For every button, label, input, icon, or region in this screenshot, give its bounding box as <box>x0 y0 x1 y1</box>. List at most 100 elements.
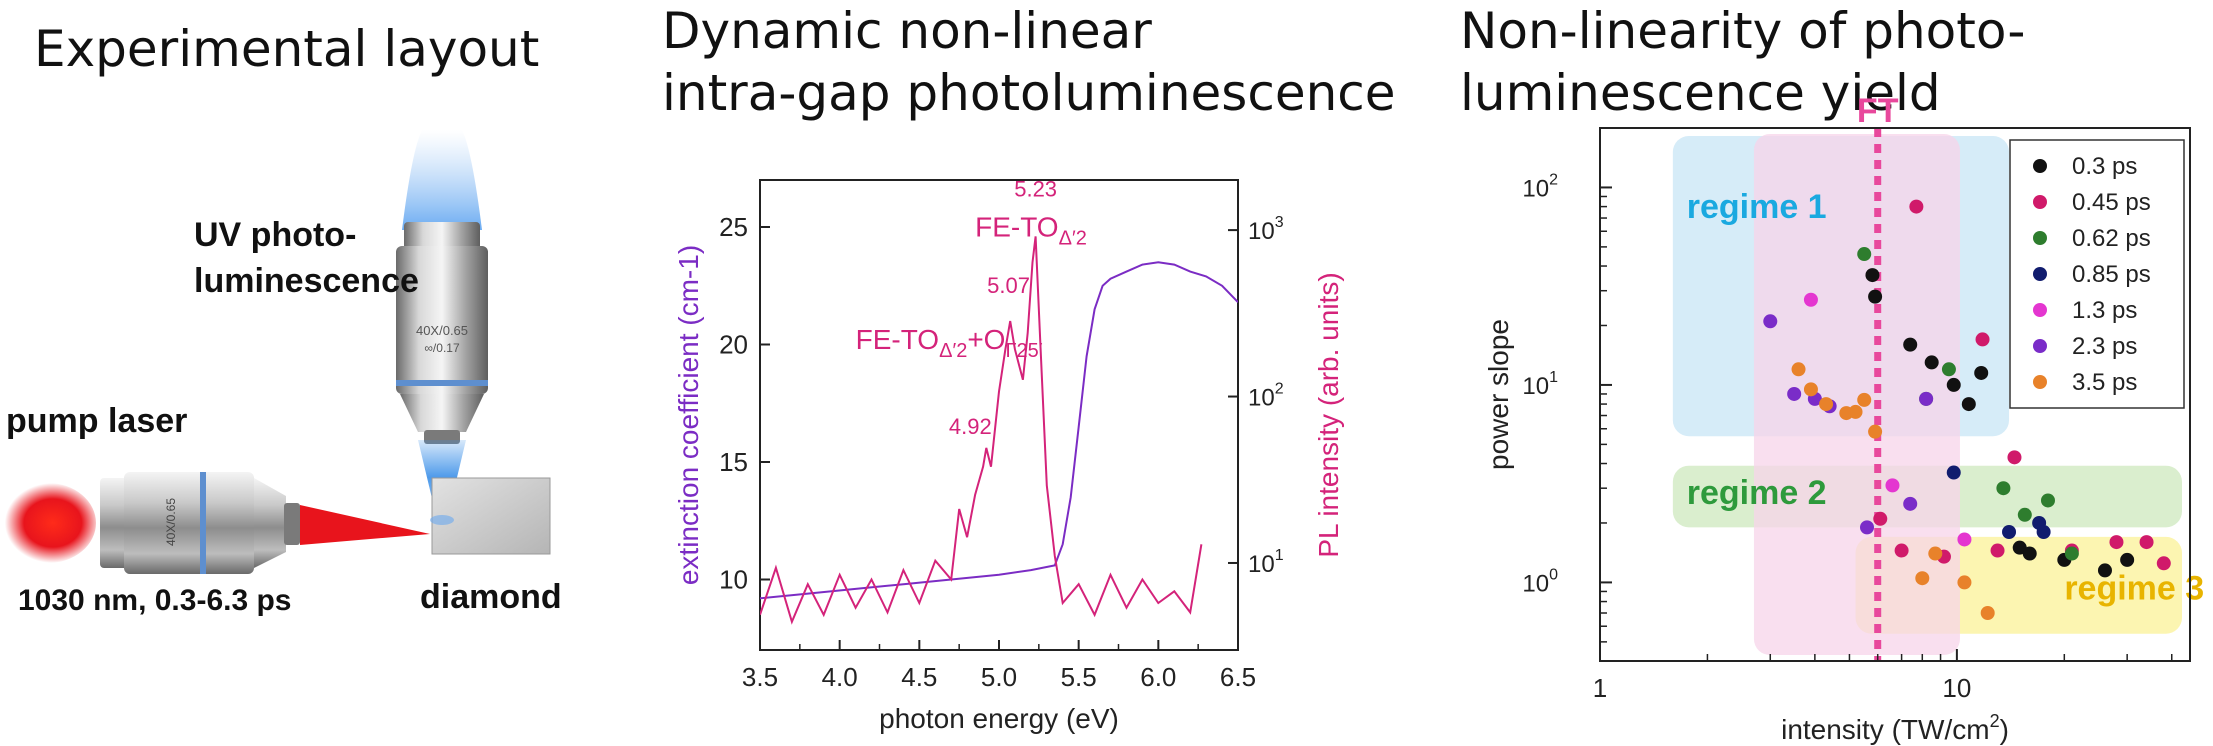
legend-marker <box>2033 231 2047 245</box>
point-3.5-ps <box>1915 571 1930 586</box>
legend-label: 0.45 ps <box>2072 189 2151 216</box>
diamond-sample <box>431 477 551 555</box>
x-tick-label: 6.5 <box>1220 662 1256 692</box>
legend-marker <box>2033 267 2047 281</box>
point-0.45-ps <box>2007 450 2022 465</box>
y-tick-base: 10 <box>1522 175 1549 202</box>
point-1.3-ps <box>1885 478 1900 493</box>
point-2.3-ps <box>1787 386 1802 401</box>
point-0.45-ps <box>2156 556 2171 571</box>
point-0.62-ps <box>2040 493 2055 508</box>
ft-band <box>1753 134 1960 655</box>
nonlinearity-panel: Non-linearity of photo- luminescence yie… <box>1430 0 2213 746</box>
legend-marker <box>2033 303 2047 317</box>
point-0.3-ps <box>2120 552 2135 567</box>
x-tick-label: 10 <box>1942 673 1971 703</box>
y2-tick-base: 10 <box>1248 218 1275 245</box>
pump-laser-label: pump laser <box>6 402 188 440</box>
y2-tick-base: 10 <box>1248 551 1275 578</box>
legend-label: 0.62 ps <box>2072 225 2151 252</box>
y2-tick-label: 103 <box>1248 214 1284 245</box>
annot-fe-to-o-sub2: Γ25′ <box>1005 340 1042 362</box>
point-0.62-ps <box>2064 546 2079 561</box>
x-axis-label: intensity (TW/cm2) <box>1781 711 2009 745</box>
point-0.62-ps <box>2017 507 2032 522</box>
pump-objective: 40X/0.65 <box>100 472 300 574</box>
point-3.5-ps <box>1980 606 1995 621</box>
point-3.5-ps <box>1928 546 1943 561</box>
point-0.85-ps <box>1946 465 1961 480</box>
y2-tick-label: 102 <box>1248 381 1284 412</box>
x-axis-label-sup: 2 <box>1990 711 2000 731</box>
plot-frame <box>759 179 1239 651</box>
region-label-2: regime 2 <box>1687 474 1827 512</box>
point-0.3-ps <box>1946 377 1961 392</box>
point-0.45-ps <box>1909 199 1924 214</box>
x-tick-label: 1 <box>1593 673 1607 703</box>
spectrum-chart: 3.5 4.0 4.5 5.0 5.5 6.0 6.510152025101102103ph… <box>673 176 1344 734</box>
point-0.62-ps <box>1941 362 1956 377</box>
point-0.3-ps <box>1924 355 1939 370</box>
point-2.3-ps <box>1903 496 1918 511</box>
annot-fe-to: FE-TOΔ′2 <box>975 211 1087 249</box>
point-2.3-ps <box>1860 520 1875 535</box>
y-tick-label: 20 <box>719 330 748 360</box>
panel-title-left: Experimental layout <box>34 20 540 78</box>
point-0.85-ps <box>2036 525 2051 540</box>
y2-axis-label: PL intensity (arb. units) <box>1313 272 1344 557</box>
point-2.3-ps <box>1763 314 1778 329</box>
point-3.5-ps <box>1819 397 1834 412</box>
y-tick-exp: 1 <box>1549 369 1558 386</box>
point-0.3-ps <box>2022 546 2037 561</box>
x-tick-label: 5.0 <box>981 662 1017 692</box>
point-0.85-ps <box>2002 525 2017 540</box>
region-label-1: regime 1 <box>1687 188 1827 226</box>
point-0.3-ps <box>1868 289 1883 304</box>
point-0.45-ps <box>1975 332 1990 347</box>
legend-marker <box>2033 195 2047 209</box>
annot-fe-to-sub: Δ′2 <box>1059 227 1087 249</box>
x-axis-label-end: ) <box>2000 714 2009 745</box>
experimental-layout-panel: Experimental layout <box>0 0 620 746</box>
panel-title-right: Non-linearity of photo- luminescence yie… <box>1460 2 2026 122</box>
legend-label: 2.3 ps <box>2072 333 2137 360</box>
legend-label: 3.5 ps <box>2072 369 2137 396</box>
point-3.5-ps <box>1857 392 1872 407</box>
point-0.3-ps <box>1974 365 1989 380</box>
legend-marker <box>2033 159 2047 173</box>
series-line-PL <box>760 236 1203 625</box>
pump-params-label: 1030 nm, 0.3-6.3 ps <box>18 584 292 617</box>
laser-spot <box>0 483 96 563</box>
legend-label: 0.85 ps <box>2072 261 2151 288</box>
y2-tick-exp: 2 <box>1275 381 1284 398</box>
annot-fe-to-o-base: FE-TO <box>856 324 939 355</box>
point-1.3-ps <box>1803 292 1818 307</box>
point-0.62-ps <box>1996 481 2011 496</box>
y-tick-label: 101 <box>1522 369 1558 400</box>
annot-fe-to-o: FE-TOΔ′2+OΓ25′ <box>856 324 1043 362</box>
annot-peak-507: 5.07 <box>987 273 1030 298</box>
point-3.5-ps <box>1868 424 1883 439</box>
point-0.45-ps <box>1873 511 1888 526</box>
point-0.3-ps <box>2097 563 2112 578</box>
y-tick-label: 25 <box>719 212 748 242</box>
photoluminescence-panel: Dynamic non-linear intra-gap photolumine… <box>620 0 1420 746</box>
y-tick-label: 10 <box>719 565 748 595</box>
uv-photoluminescence-label: UV photo- luminescence <box>194 216 419 300</box>
y-tick-label: 15 <box>719 447 748 477</box>
ft-label: FT <box>1857 92 1899 130</box>
region-label-3: regime 3 <box>2064 569 2204 607</box>
x-tick-label: 3.5 <box>742 662 778 692</box>
point-0.3-ps <box>1903 337 1918 352</box>
legend-marker <box>2033 375 2047 389</box>
legend-label: 0.3 ps <box>2072 153 2137 180</box>
y2-tick-exp: 1 <box>1275 547 1284 564</box>
y-axis-label: power slope <box>1483 319 1514 470</box>
point-1.3-ps <box>1957 532 1972 547</box>
point-3.5-ps <box>1848 404 1863 419</box>
annot-peak-523: 5.23 <box>1014 176 1057 201</box>
point-0.45-ps <box>2109 535 2124 550</box>
y2-tick-base: 10 <box>1248 385 1275 412</box>
y2-tick-label: 101 <box>1248 547 1284 578</box>
